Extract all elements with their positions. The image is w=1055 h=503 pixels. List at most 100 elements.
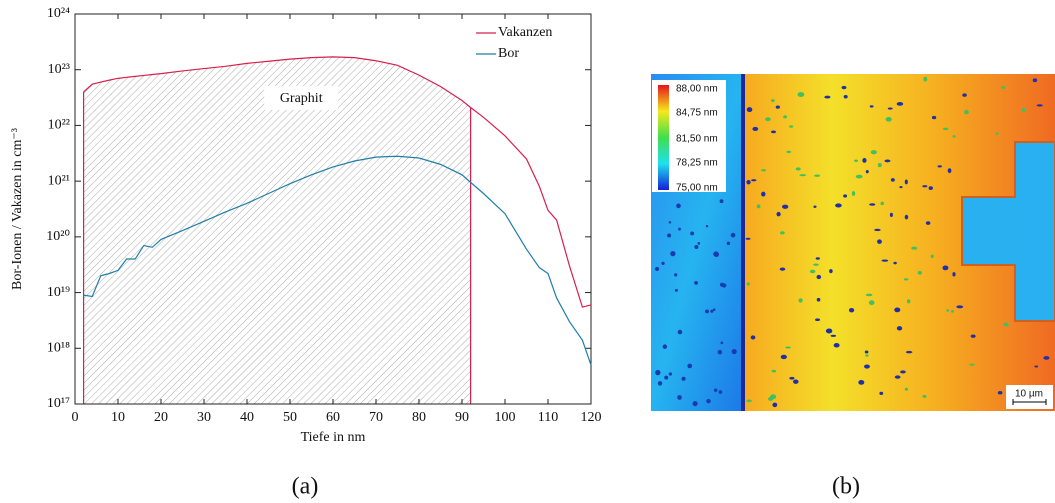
afm-defect bbox=[848, 308, 855, 313]
afm-defect bbox=[783, 115, 787, 119]
afm-defect bbox=[674, 288, 678, 292]
afm-defect bbox=[829, 269, 833, 274]
afm-defect bbox=[730, 232, 736, 238]
x-tick-label: 80 bbox=[412, 410, 426, 425]
afm-defect bbox=[937, 165, 942, 168]
afm-defect bbox=[877, 163, 882, 168]
legend-label: Vakanzen bbox=[498, 25, 552, 40]
afm-defect bbox=[900, 370, 906, 374]
afm-defect bbox=[751, 179, 757, 182]
afm-defect bbox=[786, 150, 792, 154]
afm-defect bbox=[917, 270, 923, 275]
afm-defect bbox=[854, 159, 859, 162]
afm-defect bbox=[970, 334, 976, 338]
colorbar-label: 88,00 nm bbox=[676, 84, 718, 95]
afm-defect bbox=[969, 363, 975, 366]
legend-label: Bor bbox=[498, 46, 519, 61]
afm-defect bbox=[1000, 86, 1006, 89]
afm-defect bbox=[880, 201, 884, 206]
afm-defect bbox=[697, 242, 701, 245]
x-tick-label: 50 bbox=[283, 410, 297, 425]
afm-defect bbox=[841, 85, 847, 90]
afm-defect bbox=[720, 341, 724, 345]
x-tick-label: 60 bbox=[326, 410, 340, 425]
afm-defect bbox=[756, 204, 761, 209]
caption: (a) bbox=[292, 474, 319, 500]
afm-defect bbox=[816, 274, 822, 280]
afm-image: 88,00 nm 84,75 nm 81,50 nm 78,25 nm 75,0… bbox=[651, 74, 1055, 411]
y-tick-label: 10¹⁷ bbox=[47, 396, 70, 411]
afm-defect bbox=[904, 387, 909, 391]
afm-defect bbox=[903, 278, 909, 281]
afm-defect bbox=[664, 375, 669, 380]
afm-defect bbox=[776, 211, 781, 217]
afm-defect bbox=[718, 390, 723, 394]
afm-defect bbox=[799, 174, 807, 177]
y-axis-label: Bor-Ionen / Vakazen in cm⁻³ bbox=[10, 128, 25, 290]
scale-bar-box bbox=[1006, 385, 1053, 409]
afm-defect bbox=[655, 266, 660, 272]
afm-defect bbox=[761, 169, 767, 172]
series-line bbox=[83, 56, 592, 308]
afm-defect bbox=[726, 241, 731, 246]
afm-defect bbox=[862, 158, 867, 163]
afm-defect bbox=[942, 265, 949, 271]
afm-defect bbox=[930, 254, 934, 259]
x-tick-label: 0 bbox=[72, 410, 79, 425]
afm-defect bbox=[710, 309, 714, 313]
afm-defect bbox=[687, 363, 693, 369]
afm-defect bbox=[964, 109, 969, 115]
afm-defect bbox=[906, 299, 911, 304]
x-tick-label: 120 bbox=[581, 410, 602, 425]
afm-defect bbox=[745, 237, 751, 240]
afm-defect bbox=[833, 343, 840, 348]
afm-defect bbox=[889, 212, 893, 217]
afm-defect bbox=[995, 132, 999, 135]
afm-defect bbox=[865, 293, 873, 297]
x-tick-label: 30 bbox=[197, 410, 211, 425]
afm-defect bbox=[770, 99, 775, 103]
afm-defect bbox=[962, 93, 967, 97]
afm-defect bbox=[952, 135, 956, 138]
afm-defect bbox=[798, 298, 803, 303]
afm-defect bbox=[1043, 356, 1050, 360]
afm-defect bbox=[731, 348, 737, 355]
x-tick-label: 40 bbox=[240, 410, 254, 425]
afm-defect bbox=[890, 178, 895, 182]
afm-defect bbox=[752, 126, 759, 132]
afm-defect bbox=[678, 227, 681, 231]
afm-defect bbox=[780, 354, 787, 360]
afm-defect bbox=[694, 245, 699, 250]
y-tick-label: 10²³ bbox=[48, 62, 70, 77]
afm-defect bbox=[869, 105, 874, 108]
scale-bar bbox=[1012, 399, 1047, 405]
afm-defect bbox=[677, 395, 682, 400]
afm-defect bbox=[874, 228, 881, 232]
afm-defect bbox=[705, 309, 709, 314]
afm-defect bbox=[813, 263, 819, 266]
afm-defect bbox=[788, 125, 794, 128]
afm-defect bbox=[896, 326, 903, 331]
y-tick-label: 10²⁴ bbox=[47, 6, 70, 21]
afm-defect bbox=[864, 350, 869, 354]
afm-defect bbox=[858, 380, 865, 385]
afm-defect bbox=[677, 329, 683, 335]
afm-defect bbox=[904, 179, 908, 185]
afm-defect bbox=[719, 199, 724, 204]
afm-defect bbox=[750, 335, 756, 340]
afm-defect bbox=[1021, 107, 1026, 113]
afm-defect bbox=[869, 203, 876, 206]
afm-defect bbox=[865, 354, 869, 357]
scale-bar-label: 10 µm bbox=[1015, 389, 1043, 400]
afm-defect bbox=[746, 179, 751, 185]
afm-defect bbox=[851, 191, 856, 196]
afm-defect bbox=[950, 310, 955, 313]
afm-defect bbox=[681, 376, 686, 381]
afm-defects bbox=[655, 76, 1050, 408]
afm-defect bbox=[771, 130, 776, 134]
afm-defect bbox=[922, 394, 927, 398]
afm-defect bbox=[877, 239, 882, 244]
afm-defect bbox=[947, 168, 952, 174]
afm-defect bbox=[843, 94, 848, 99]
